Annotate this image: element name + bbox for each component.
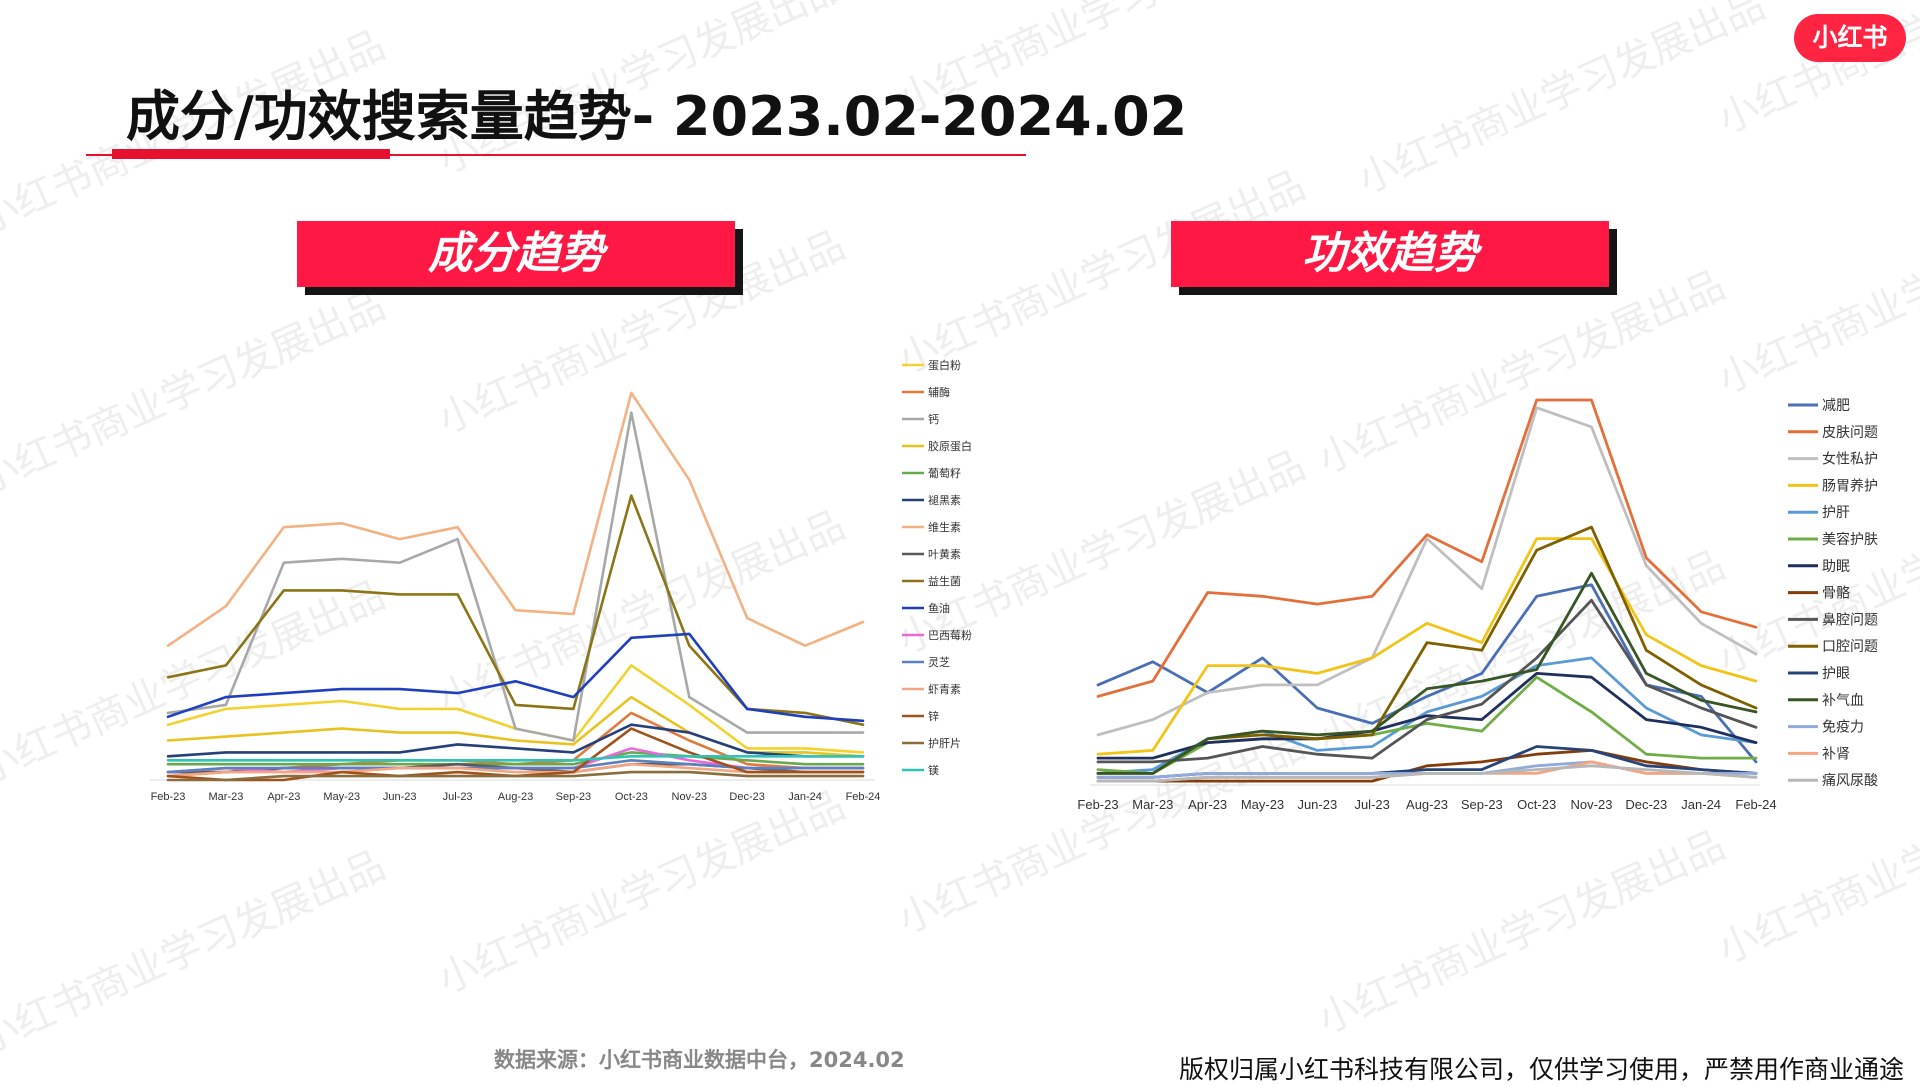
efficacy-legend-label: 助眠	[1822, 559, 1850, 575]
ingredient-series-line-15	[166, 770, 865, 782]
ingredient-legend-label: 护肝片	[928, 736, 961, 750]
ingredient-x-tick-label: Jun-23	[383, 791, 417, 803]
ingredient-trend-chart: Feb-23 Mar-23 Apr-23 May-23 Jun-23 Jul-23 Aug-…	[150, 358, 972, 803]
efficacy-x-tick-label: Feb-23	[1077, 797, 1118, 812]
efficacy-x-tick-label: Nov-23	[1571, 797, 1613, 812]
efficacy-series-line-7	[1096, 671, 1758, 760]
efficacy-trend-chart: Feb-23 Mar-23 Apr-23 May-23 Jun-23 Jul-23 Aug-…	[1077, 398, 1878, 812]
ingredient-x-tick-label: Oct-23	[615, 791, 648, 803]
efficacy-banner-title: 功效趋势	[1171, 221, 1609, 287]
ingredient-x-tick-label: May-23	[323, 791, 360, 803]
ingredient-series-line-3	[166, 411, 865, 742]
efficacy-series-line-15	[1096, 764, 1758, 783]
ingredient-series-line-7	[166, 391, 865, 648]
ingredient-banner: 成分趋势	[297, 221, 743, 295]
ingredient-legend-label: 巴西莓粉	[928, 629, 972, 642]
efficacy-x-tick-label: May-23	[1241, 797, 1284, 812]
efficacy-banner: 功效趋势	[1171, 221, 1617, 295]
page-title: 成分/功效搜索量趋势- 2023.02-2024.02	[126, 85, 1188, 148]
efficacy-x-tick-label: Apr-23	[1188, 797, 1227, 812]
ingredient-series-line-16	[166, 754, 865, 762]
efficacy-x-tick-label: Sep-23	[1461, 797, 1503, 812]
efficacy-series-line-9	[1096, 598, 1758, 764]
title-underline	[86, 154, 1026, 156]
ingredient-legend-label: 钙	[928, 412, 939, 426]
efficacy-legend-label: 皮肤问题	[1822, 425, 1878, 441]
efficacy-x-tick-label: Jul-23	[1354, 797, 1389, 812]
efficacy-legend-label: 口腔问题	[1822, 639, 1878, 655]
watermark-text: 小红书商业学习发展出品	[1711, 182, 1920, 404]
efficacy-x-tick-label: Jun-23	[1297, 797, 1337, 812]
ingredient-series-line-10	[166, 632, 865, 723]
efficacy-legend-label: 痛风尿酸	[1822, 772, 1878, 789]
ingredient-legend-label: 胶原蛋白	[928, 439, 972, 453]
watermark-text: 小红书商业学习发展出品	[1351, 0, 1772, 204]
title-underline-accent	[112, 149, 390, 159]
ingredient-legend-label: 叶黄素	[928, 547, 961, 561]
ingredient-x-tick-label: Mar-23	[208, 791, 243, 803]
ingredient-legend-label: 锌	[928, 709, 939, 723]
watermark-text: 小红书商业学习发展出品	[0, 842, 392, 1064]
ingredient-banner-title: 成分趋势	[297, 221, 735, 287]
ingredient-series-line-2	[166, 711, 865, 778]
efficacy-legend-label: 女性私护	[1822, 451, 1878, 468]
efficacy-legend-label: 补肾	[1822, 746, 1850, 762]
ingredient-legend-label: 葡萄籽	[928, 467, 961, 480]
ingredient-legend-label: 维生素	[928, 520, 961, 534]
efficacy-x-tick-label: Dec-23	[1625, 797, 1667, 812]
ingredient-x-tick-label: Aug-23	[498, 791, 533, 803]
efficacy-series-line-3	[1096, 406, 1758, 737]
ingredient-x-tick-label: Sep-23	[556, 791, 591, 803]
efficacy-x-tick-label: Aug-23	[1406, 797, 1448, 812]
ingredient-legend-label: 褪黑素	[928, 493, 961, 507]
watermark-text: 小红书商业学习发展出品	[1311, 822, 1732, 1044]
ingredient-legend-label: 灵芝	[928, 656, 950, 669]
ingredient-x-tick-label: Feb-23	[151, 791, 186, 803]
ingredient-x-tick-label: Jan-24	[788, 791, 822, 803]
ingredient-x-tick-label: Dec-23	[729, 791, 764, 803]
ingredient-x-tick-label: Feb-24	[846, 791, 881, 803]
efficacy-legend-label: 骨骼	[1822, 586, 1850, 602]
efficacy-legend-label: 免疫力	[1822, 720, 1864, 736]
xiaohongshu-logo: 小红书	[1794, 14, 1906, 62]
ingredient-series-line-12	[166, 758, 865, 774]
ingredient-x-tick-label: Jul-23	[443, 791, 473, 803]
efficacy-legend-label: 鼻腔问题	[1822, 611, 1878, 628]
efficacy-x-tick-label: Jan-24	[1681, 797, 1721, 812]
copyright-note: 版权归属小红书科技有限公司，仅供学习使用，严禁用作商业通途	[1178, 1055, 1904, 1084]
efficacy-x-tick-label: Feb-24	[1735, 797, 1776, 812]
efficacy-legend-label: 肠胃养护	[1822, 478, 1878, 494]
ingredient-legend-label: 虾青素	[928, 683, 961, 696]
ingredient-legend-label: 鱼油	[928, 601, 950, 615]
data-source-note: 数据来源：小红书商业数据中台，2024.02	[494, 1048, 905, 1072]
ingredient-legend-label: 辅酶	[928, 385, 950, 399]
ingredient-x-tick-label: Nov-23	[672, 791, 707, 803]
ingredient-legend-label: 蛋白粉	[928, 358, 961, 372]
ingredient-series-line-6	[166, 723, 865, 758]
efficacy-legend-label: 减肥	[1822, 398, 1850, 414]
efficacy-series-line-10	[1096, 525, 1758, 775]
efficacy-legend-label: 护眼	[1822, 666, 1850, 682]
efficacy-series-line-2	[1096, 398, 1758, 698]
efficacy-series-line-8	[1096, 748, 1758, 783]
efficacy-legend-label: 补气血	[1822, 693, 1864, 709]
ingredient-series-line-5	[166, 751, 865, 766]
efficacy-series-line-12	[1096, 571, 1758, 775]
ingredient-legend-label: 益生菌	[928, 574, 961, 588]
efficacy-legend-label: 护肝	[1822, 505, 1850, 521]
ingredient-legend-label: 镁	[928, 763, 939, 777]
efficacy-x-tick-label: Oct-23	[1517, 797, 1556, 812]
efficacy-x-tick-label: Mar-23	[1132, 797, 1173, 812]
efficacy-legend-label: 美容护肤	[1822, 531, 1878, 548]
efficacy-series-line-4	[1096, 537, 1758, 756]
ingredient-x-tick-label: Apr-23	[267, 791, 300, 803]
